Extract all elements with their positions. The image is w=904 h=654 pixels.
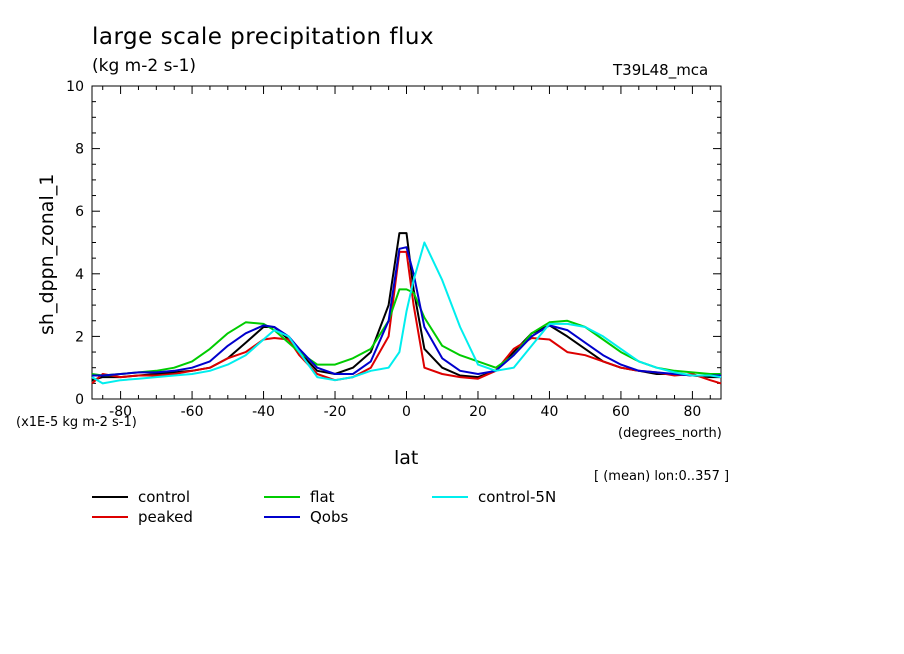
legend-swatch	[92, 516, 128, 518]
mean-note: [ (mean) lon:0..357 ]	[594, 469, 730, 484]
series-line-flat	[91, 288, 721, 377]
run-label: T39L48_mca	[613, 61, 709, 79]
legend-swatch	[92, 496, 128, 498]
legend-swatch	[264, 516, 300, 518]
y-tick-label: 10	[66, 79, 84, 95]
y-tick-label: 8	[75, 142, 84, 158]
series-line-qobs	[92, 246, 721, 377]
y-scale-note: (x1E-5 kg m-2 s-1)	[16, 415, 137, 430]
y-tick-label: 4	[75, 267, 84, 283]
legend-label: flat	[310, 488, 335, 506]
legend-swatch	[432, 496, 468, 498]
legend-label: control-5N	[478, 488, 557, 506]
x-tick-label: 20	[469, 404, 487, 420]
x-tick-label: -40	[252, 404, 275, 420]
chart-title: large scale precipitation flux	[92, 24, 435, 50]
x-tick-label: 40	[541, 404, 559, 420]
x-tick-label: 80	[683, 404, 701, 420]
x-tick-label: -20	[324, 404, 347, 420]
chart-units: (kg m-2 s-1)	[92, 56, 197, 76]
legend-label: peaked	[138, 508, 193, 526]
legend-label: control	[138, 488, 190, 506]
x-tick-label: 0	[402, 404, 411, 420]
legend-swatch	[264, 496, 300, 498]
y-tick-label: 0	[75, 392, 84, 408]
series-line-control-5n	[91, 241, 722, 385]
x-tick-label: -80	[109, 404, 132, 420]
x-axis-units: (degrees_north)	[618, 426, 722, 441]
x-tick-label: 60	[612, 404, 630, 420]
x-tick-label: -60	[181, 404, 204, 420]
y-tick-label: 6	[75, 204, 84, 220]
legend-label: Qobs	[310, 508, 349, 526]
x-axis-label: lat	[394, 447, 419, 469]
y-tick-label: 2	[75, 329, 84, 345]
series-line-peaked	[91, 250, 722, 385]
